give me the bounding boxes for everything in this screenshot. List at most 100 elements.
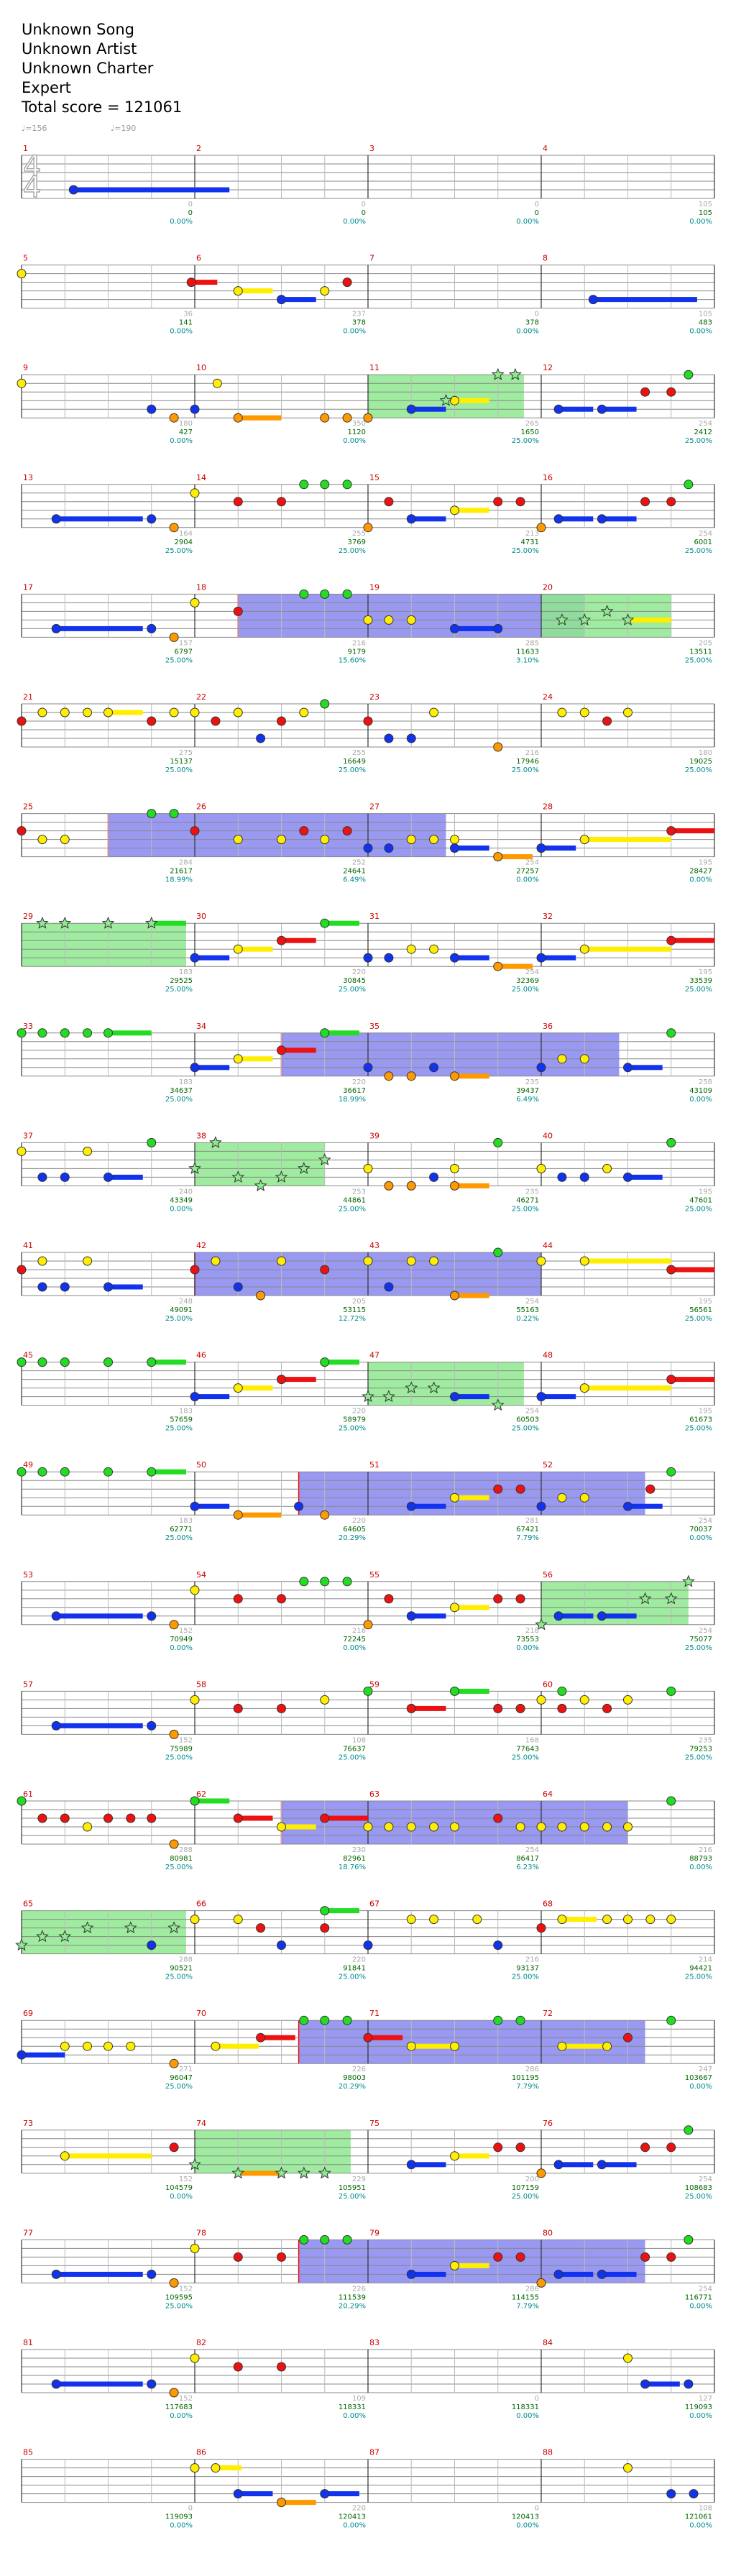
note-yellow <box>579 1822 589 1832</box>
note-red <box>666 2142 676 2153</box>
activation-region <box>108 813 446 857</box>
sustain-blue <box>195 1065 230 1071</box>
sustain-orange <box>454 1183 489 1188</box>
note-yellow <box>536 1163 546 1173</box>
staff-row: 53152709490.00%54216722450.00%5521873553… <box>21 1570 715 1652</box>
measure-cumulative-score: 80981 <box>170 1855 193 1863</box>
note-orange <box>169 2278 179 2288</box>
measure-number: 43 <box>369 1241 380 1250</box>
measure-number: 21 <box>23 692 33 702</box>
measure-cumulative-score: 56561 <box>689 1306 712 1314</box>
note-blue <box>104 1282 113 1292</box>
measure-number: 53 <box>23 1570 33 1580</box>
note-blue <box>104 1172 113 1182</box>
note-orange <box>493 961 503 971</box>
note-green <box>104 1028 113 1038</box>
sustain-blue <box>56 625 143 631</box>
measure-number: 1 <box>23 144 28 153</box>
measure-cumulative-score: 378 <box>525 319 539 327</box>
note-yellow <box>211 2463 221 2473</box>
measure-cumulative-score: 27257 <box>516 868 539 876</box>
star-note-red <box>80 1921 94 1934</box>
sustain-blue <box>108 1284 143 1290</box>
sustain-green <box>324 1030 359 1036</box>
note-red <box>320 1813 330 1823</box>
note-green <box>190 1796 200 1806</box>
measure-sp-percent: 0.22% <box>516 1315 539 1323</box>
measure-number: 87 <box>369 2448 380 2457</box>
star-note-green <box>101 916 115 929</box>
sustain-blue <box>411 2271 446 2277</box>
measure-number: 14 <box>196 473 206 482</box>
sustain-blue <box>645 2381 680 2387</box>
note-yellow <box>623 2353 632 2363</box>
note-yellow <box>233 1054 243 1064</box>
measure-number: 8 <box>543 254 548 263</box>
measure-number: 34 <box>196 1022 206 1031</box>
note-blue <box>190 1501 200 1511</box>
measure-number: 4 <box>543 144 548 153</box>
measure-cumulative-score: 75077 <box>689 1636 712 1644</box>
note-green <box>666 2015 676 2025</box>
note-orange <box>169 632 179 642</box>
measure-number: 23 <box>369 692 380 702</box>
measure-base-score: 254 <box>699 420 712 428</box>
note-red <box>277 1375 286 1385</box>
measure-number: 59 <box>369 1679 380 1689</box>
note-blue <box>623 1063 632 1073</box>
note-red <box>645 1484 656 1494</box>
measure-sp-percent: 0.00% <box>170 1644 193 1652</box>
note-orange <box>233 413 243 423</box>
sustain-blue <box>411 406 446 412</box>
note-red <box>342 826 352 836</box>
measure-cumulative-score: 44861 <box>343 1196 366 1204</box>
measure-sp-percent: 3.10% <box>516 656 539 664</box>
measure-base-score: 254 <box>525 1408 539 1416</box>
measure-sp-percent: 0.00% <box>343 437 366 445</box>
measure-base-score: 253 <box>352 1188 366 1196</box>
measure-sp-percent: 25.00% <box>685 1425 712 1433</box>
measure-base-score: 220 <box>352 1956 366 1964</box>
measure-number: 79 <box>369 2228 380 2237</box>
note-blue <box>597 1611 607 1621</box>
note-blue <box>190 404 200 414</box>
measure-cumulative-score: 90521 <box>170 1965 193 1973</box>
note-blue <box>147 2269 157 2279</box>
sustain-orange <box>238 415 282 421</box>
measure-sp-percent: 0.00% <box>516 328 539 336</box>
note-red <box>190 826 200 836</box>
note-blue <box>623 1172 632 1182</box>
star-note-yellow <box>58 1930 72 1943</box>
measure-cumulative-score: 93137 <box>516 1965 539 1973</box>
measure-sp-percent: 7.79% <box>516 2302 539 2310</box>
measure-sp-percent: 0.00% <box>689 1534 712 1542</box>
measure-sp-percent: 25.00% <box>512 766 539 774</box>
note-blue <box>536 1501 546 1511</box>
measure-base-score: 214 <box>699 1956 712 1964</box>
measure-sp-percent: 6.49% <box>516 1096 539 1104</box>
note-green <box>666 1467 676 1477</box>
sustain-yellow <box>238 288 273 294</box>
note-yellow <box>233 835 243 845</box>
measure-number: 63 <box>369 1789 380 1799</box>
sustain-blue <box>454 1394 489 1400</box>
note-red <box>126 1813 136 1823</box>
measure-base-score: 237 <box>352 311 366 318</box>
measure-sp-percent: 18.99% <box>339 1096 366 1104</box>
staff-row: 811521176830.00%821091183310.00%83011833… <box>21 2338 715 2420</box>
measure-number: 42 <box>196 1241 206 1250</box>
note-orange <box>493 742 503 752</box>
measure-sp-percent: 25.00% <box>165 547 193 555</box>
note-red <box>277 1045 286 1055</box>
sustain-yellow <box>584 1258 671 1264</box>
measure-sp-percent: 0.00% <box>689 876 712 884</box>
sustain-blue <box>411 2162 446 2168</box>
measure-base-score: 168 <box>525 1736 539 1744</box>
note-yellow <box>406 944 416 954</box>
measure-sp-percent: 25.00% <box>685 1754 712 1761</box>
note-red <box>515 1484 525 1494</box>
note-blue <box>406 1501 416 1511</box>
sustain-red <box>368 2035 403 2040</box>
star-note-red <box>638 1592 652 1605</box>
measure-sp-percent: 25.00% <box>685 656 712 664</box>
